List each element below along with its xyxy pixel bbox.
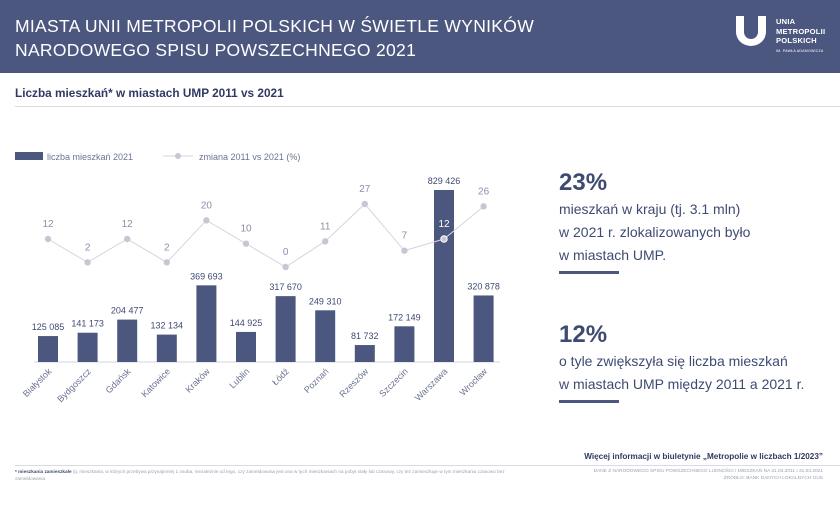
logo-line-1: UNIA xyxy=(776,17,796,26)
bar-value-label-3: 132 134 xyxy=(151,321,184,331)
change-label-4: 20 xyxy=(201,200,213,211)
source-line-1: DANE Z NARODOWEGO SPISU POWSZECHNEGO LUD… xyxy=(593,469,823,474)
page-title: MIASTA UNII METROPOLII POLSKICH W ŚWIETL… xyxy=(15,14,534,62)
category-label-6: Łódź xyxy=(270,366,291,387)
change-point-9 xyxy=(401,247,408,254)
stat-1-percentage: 23% xyxy=(559,169,608,196)
logo-subtitle: IM. PAWŁA ADAMOWICZA xyxy=(776,49,824,53)
category-label-11: Wrocław xyxy=(458,366,490,398)
category-label-5: Lublin xyxy=(227,366,251,390)
change-label-3: 2 xyxy=(164,242,170,253)
stat-2-line-1: o tyle zwiększyła się liczba mieszkań xyxy=(559,353,788,369)
stat-1-line-3: w miastach UMP. xyxy=(559,247,667,263)
ump-logo-u-icon xyxy=(736,16,766,46)
stat-2-underline xyxy=(559,400,619,403)
bar-3 xyxy=(156,334,177,362)
divider xyxy=(15,106,840,107)
bar-10 xyxy=(434,190,454,362)
bar-value-label-4: 369 693 xyxy=(190,271,223,281)
footnote-text: (tj. mieszkania, w których przebywa przy… xyxy=(15,469,505,481)
bar-value-label-9: 172 149 xyxy=(388,312,421,322)
footnote: * mieszkania zamieszkałe (tj. mieszkania… xyxy=(15,469,515,482)
category-label-1: Bydgoszcz xyxy=(55,366,93,404)
ump-logo: UNIA METROPOLII POLSKICH IM. PAWŁA ADAMO… xyxy=(734,16,834,60)
bar-1 xyxy=(77,332,98,362)
bar-2 xyxy=(117,319,138,362)
bar-value-label-5: 144 925 xyxy=(230,318,263,328)
change-label-1: 2 xyxy=(85,242,91,253)
change-point-10 xyxy=(440,235,448,243)
category-label-9: Szczecin xyxy=(377,366,410,399)
change-point-7 xyxy=(322,238,329,245)
category-label-7: Poznań xyxy=(302,366,331,395)
bar-4 xyxy=(196,285,217,362)
bar-7 xyxy=(315,310,336,362)
footer-divider xyxy=(15,465,840,466)
source-line-2: ŹRÓDŁO: BANK DANYCH LOKALNYCH GUS xyxy=(723,475,823,481)
category-label-10: Warszawa xyxy=(413,366,450,403)
change-point-5 xyxy=(242,240,250,247)
change-label-0: 12 xyxy=(42,219,54,230)
category-label-0: Białystok xyxy=(21,366,54,399)
change-label-11: 26 xyxy=(478,186,490,197)
stat-1-line-1: mieszkań w kraju (tj. 3.1 mln) xyxy=(559,201,741,217)
legend-line-label: zmiana 2011 vs 2021 (%) xyxy=(199,152,300,162)
page-title-line-2: NARODOWEGO SPISU POWSZECHNEGO 2021 xyxy=(15,40,417,60)
change-label-9: 7 xyxy=(402,231,408,242)
change-label-10: 12 xyxy=(438,219,450,230)
category-label-2: Gdańsk xyxy=(104,366,133,395)
bar-value-label-10: 829 426 xyxy=(428,176,461,186)
change-label-5: 10 xyxy=(240,224,252,235)
change-point-0 xyxy=(44,235,52,243)
logo-line-2: METROPOLII xyxy=(776,26,826,36)
change-point-1 xyxy=(84,259,91,266)
source-note: DANE Z NARODOWEGO SPISU POWSZECHNEGO LUD… xyxy=(470,469,823,482)
category-label-3: Katowice xyxy=(139,366,172,399)
stat-block-2: 12% o tyle zwiększyła się liczba mieszka… xyxy=(559,320,804,403)
page-title-line-1: MIASTA UNII METROPOLII POLSKICH W ŚWIETL… xyxy=(15,16,535,36)
bar-value-label-2: 204 477 xyxy=(111,306,144,316)
change-point-2 xyxy=(124,235,131,243)
bar-value-label-0: 125 085 xyxy=(32,322,65,332)
logo-line-3: POLSKICH xyxy=(776,36,817,45)
bar-value-label-6: 317 670 xyxy=(269,282,302,292)
bar-0 xyxy=(38,336,58,362)
bar-8 xyxy=(354,345,375,362)
bar-value-label-1: 141 173 xyxy=(71,319,104,329)
stat-2-percentage: 12% xyxy=(559,321,608,348)
legend-bar-label: liczba mieszkań 2021 xyxy=(47,152,133,162)
change-label-2: 12 xyxy=(122,219,134,230)
bar-value-label-8: 81 732 xyxy=(351,331,379,341)
change-line xyxy=(47,203,484,268)
stat-2-line-2: w miastach UMP między 2011 a 2021 r. xyxy=(559,376,805,392)
stat-block-1: 23% mieszkań w kraju (tj. 3.1 mln) w 202… xyxy=(559,168,750,274)
logo-text: UNIA METROPOLII POLSKICH xyxy=(776,17,825,46)
legend-line-marker xyxy=(175,153,181,159)
category-label-4: Kraków xyxy=(184,366,213,395)
legend-bar-swatch xyxy=(15,152,43,160)
change-label-6: 0 xyxy=(283,247,289,258)
change-point-4 xyxy=(203,217,210,224)
header-banner: MIASTA UNII METROPOLII POLSKICH W ŚWIETL… xyxy=(0,0,840,73)
stat-1-line-2: w 2021 r. zlokalizowanych było xyxy=(559,224,751,240)
change-point-8 xyxy=(361,200,368,208)
bar-value-label-7: 249 310 xyxy=(309,296,342,306)
stat-1-underline xyxy=(559,271,619,274)
bar-6 xyxy=(275,296,296,362)
change-point-6 xyxy=(282,263,289,271)
change-point-3 xyxy=(163,259,170,266)
bar-5 xyxy=(236,331,256,362)
chart: liczba mieszkań 2021 zmiana 2011 vs 2021 … xyxy=(15,152,500,404)
bar-9 xyxy=(394,326,415,362)
change-point-11 xyxy=(480,203,487,210)
chart-title: Liczba mieszkań* w miastach UMP 2011 vs … xyxy=(15,86,284,100)
change-label-8: 27 xyxy=(359,184,371,195)
bar-value-label-11: 320 878 xyxy=(467,281,500,291)
more-info-link: Więcej informacji w biuletynie „Metropol… xyxy=(584,452,823,461)
change-label-7: 11 xyxy=(320,221,331,232)
bar-11 xyxy=(473,295,494,362)
category-label-8: Rzeszów xyxy=(337,366,370,399)
footnote-bold: * mieszkania zamieszkałe xyxy=(15,469,72,474)
